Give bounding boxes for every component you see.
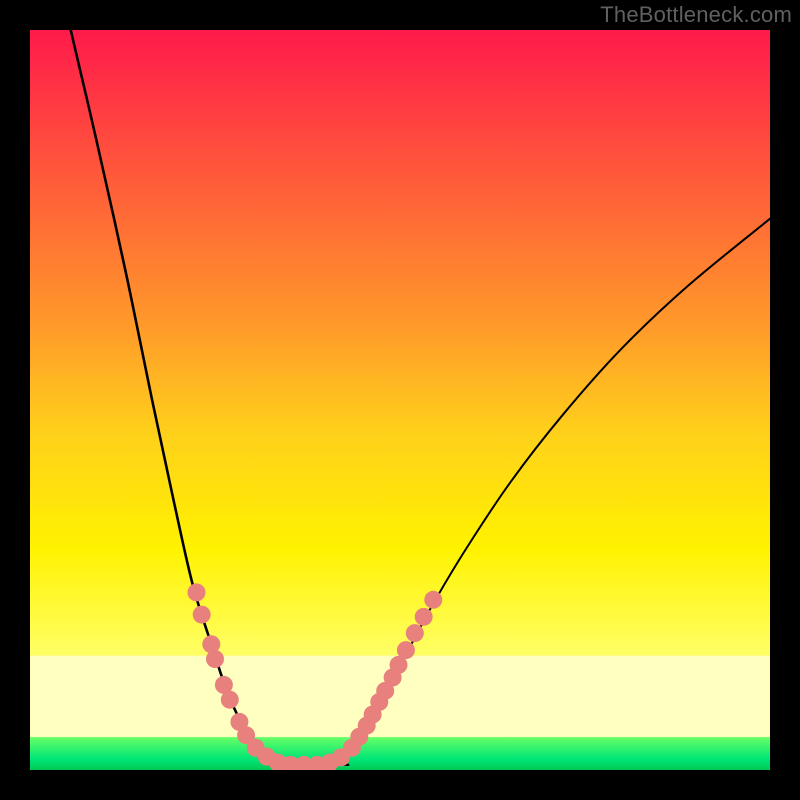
plot-area (30, 30, 770, 770)
marker-dot (424, 591, 442, 609)
marker-dot (193, 606, 211, 624)
marker-dot (415, 608, 433, 626)
marker-dots (188, 583, 443, 770)
marker-dot (397, 641, 415, 659)
chart-outer-frame: TheBottleneck.com (0, 0, 800, 800)
marker-dot (188, 583, 206, 601)
v-curve (30, 30, 770, 770)
v-curve-left (71, 30, 297, 765)
watermark-text: TheBottleneck.com (600, 2, 792, 28)
marker-dot (406, 624, 424, 642)
marker-dot (206, 650, 224, 668)
marker-dot (221, 691, 239, 709)
